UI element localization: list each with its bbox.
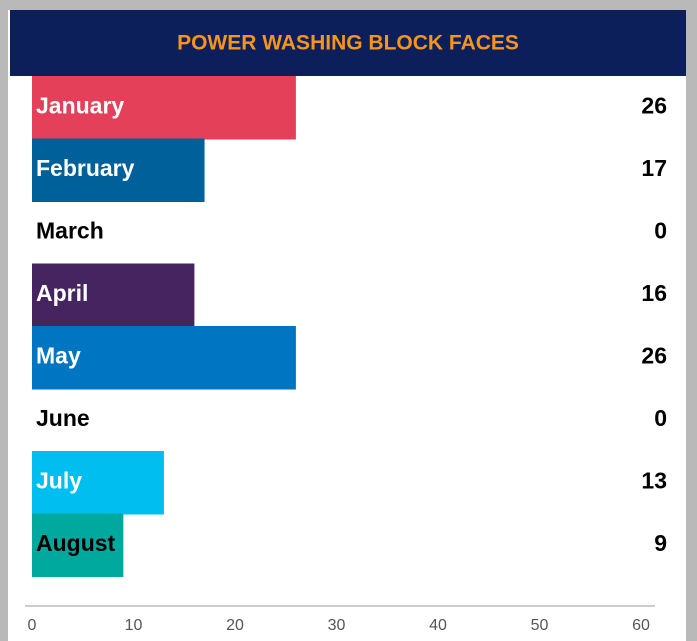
value-label: 17 (641, 155, 667, 181)
category-label: July (36, 467, 82, 493)
bar (32, 513, 124, 577)
x-tick-label: 60 (632, 617, 650, 634)
bar (32, 451, 164, 515)
category-label: August (36, 530, 116, 556)
value-label: 13 (641, 467, 667, 493)
category-label: April (36, 280, 88, 306)
value-label: 16 (641, 280, 667, 306)
category-label: February (36, 155, 135, 181)
value-label: 9 (654, 530, 667, 556)
x-tick-label: 0 (28, 617, 37, 634)
category-label: June (36, 405, 90, 431)
bar (32, 138, 205, 202)
x-tick-label: 50 (531, 617, 549, 634)
x-tick-label: 10 (125, 617, 143, 634)
header (10, 10, 686, 76)
x-tick-label: 40 (429, 617, 447, 634)
value-label: 0 (654, 217, 667, 243)
category-label: May (36, 342, 81, 368)
value-label: 26 (641, 92, 667, 118)
bar (32, 326, 296, 390)
value-label: 0 (654, 405, 667, 431)
bar (32, 76, 296, 140)
chart-title: POWER WASHING BLOCK FACES (177, 32, 519, 55)
category-label: March (36, 217, 104, 243)
category-label: January (36, 92, 124, 118)
x-tick-label: 20 (226, 617, 244, 634)
bar (32, 263, 195, 327)
value-label: 26 (641, 342, 667, 368)
x-tick-label: 30 (328, 617, 346, 634)
